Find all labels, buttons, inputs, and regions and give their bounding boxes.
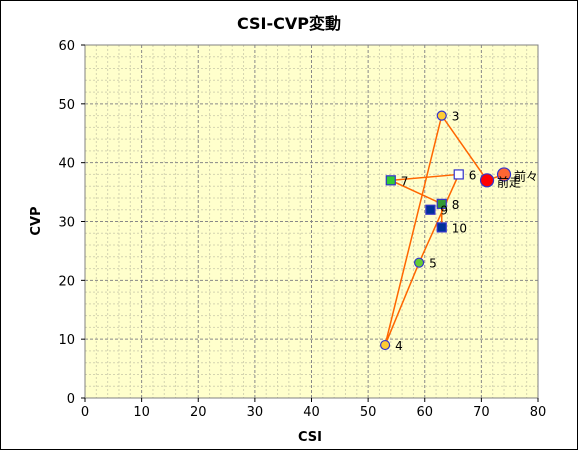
y-axis-title: CVP (29, 206, 44, 235)
y-tick-label: 50 (58, 98, 75, 113)
data-point-square (385, 175, 396, 186)
y-tick-label: 0 (67, 392, 75, 407)
x-tick-label: 0 (81, 405, 89, 420)
data-point-label: 8 (452, 198, 460, 212)
data-point-circle (413, 257, 425, 268)
y-axis-ticks: 0 10 20 30 40 50 60 (58, 39, 85, 407)
x-tick-label: 50 (360, 405, 377, 420)
y-tick-label: 60 (58, 39, 75, 54)
data-point-square (425, 204, 436, 215)
data-point-circle (496, 167, 512, 182)
grid-lines-horizontal (85, 56, 538, 387)
x-tick-label: 40 (303, 405, 320, 420)
x-tick-label: 20 (190, 405, 207, 420)
data-point-label: 7 (401, 174, 409, 188)
x-axis-ticks: 0 10 20 30 40 50 60 70 80 (81, 398, 546, 420)
x-tick-label: 80 (530, 405, 547, 420)
data-point-label: 4 (395, 339, 403, 353)
data-points (380, 110, 512, 351)
data-point-label: 前走 (497, 174, 521, 189)
y-tick-label: 30 (58, 216, 75, 231)
data-point-circle (436, 110, 447, 121)
data-point-circle (479, 173, 495, 188)
y-tick-label: 20 (58, 274, 75, 289)
x-tick-label: 10 (133, 405, 150, 420)
data-point-square (436, 198, 447, 209)
y-tick-label: 10 (58, 333, 75, 348)
data-point-label: 6 (469, 168, 477, 182)
data-point-label: 3 (452, 110, 460, 124)
x-tick-label: 60 (416, 405, 433, 420)
data-point-label: 10 (452, 221, 467, 235)
data-point-label: 前々 (514, 168, 538, 183)
data-point-square (436, 222, 447, 233)
x-axis-title: CSI (298, 430, 322, 445)
data-point-circle (380, 339, 391, 351)
y-tick-label: 40 (58, 157, 75, 172)
chart-title: CSI-CVP変動 (237, 14, 341, 33)
data-point-square (453, 169, 464, 180)
x-tick-label: 70 (473, 405, 490, 420)
x-tick-label: 30 (247, 405, 264, 420)
data-point-label: 9 (440, 204, 448, 218)
data-point-label: 5 (429, 257, 437, 271)
